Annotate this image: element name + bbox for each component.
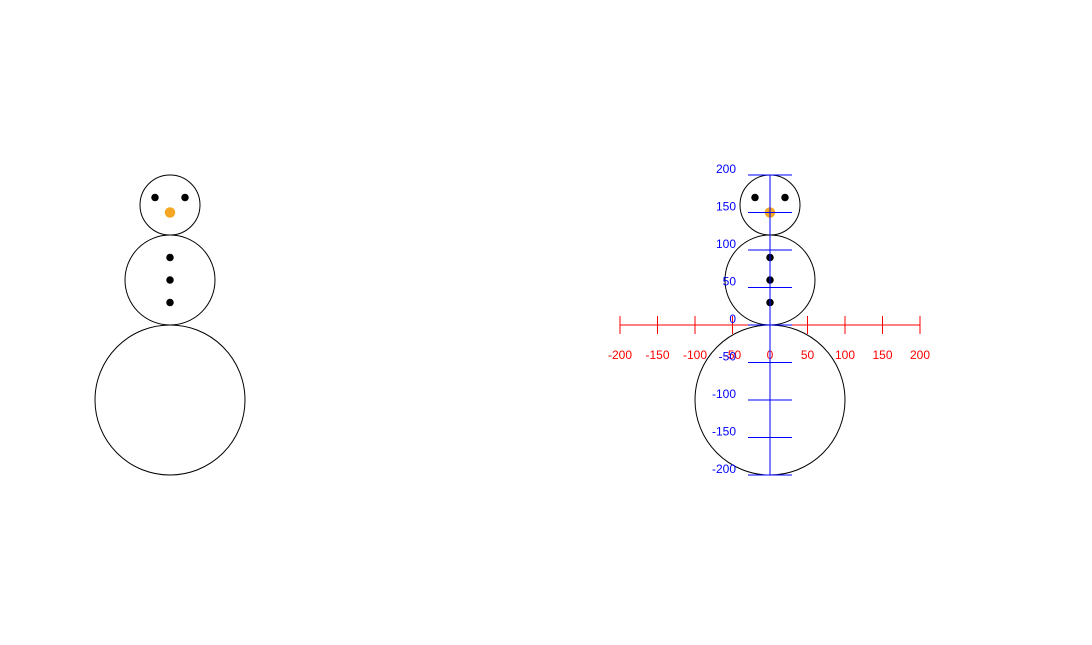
axes-right-eye-dot (781, 193, 789, 202)
x-tick-label: 150 (872, 348, 892, 362)
plain-snowman (94, 174, 246, 476)
y-tick-label: 50 (723, 275, 737, 289)
x-tick-label: 100 (835, 348, 855, 362)
plain-bottom-body-circle (94, 324, 246, 476)
plain-middle-button-dot (166, 276, 174, 284)
plain-left-eye-dot (151, 193, 159, 202)
axes-left-eye-dot (751, 193, 759, 202)
x-tick-label: -100 (683, 348, 707, 362)
plain-nose-dot (164, 207, 176, 218)
snowman-with-axes: -200 -150 -100 -50 0 50 100 150 200 200 150 100 50 0… (608, 162, 930, 476)
x-axis: -200-150-100-50050100150200 (608, 316, 930, 362)
plain-bottom-button-dot (166, 298, 174, 307)
x-tick-label: 50 (801, 348, 815, 362)
plain-right-eye-dot (181, 193, 189, 202)
y-axis: 200 150 100 50 0 -50 -100 -150 -200 (712, 162, 792, 476)
y-tick-label: 100 (716, 237, 736, 251)
y-tick-label: 0 (729, 312, 736, 326)
y-tick-label: -100 (712, 387, 736, 401)
plain-top-button-dot (166, 253, 174, 262)
x-tick-label: -200 (608, 348, 632, 362)
x-tick-label: -50 (724, 348, 742, 362)
y-tick-label: 200 (716, 162, 736, 176)
x-tick-label: 200 (910, 348, 930, 362)
y-tick-label: -200 (712, 462, 736, 476)
y-tick-label: 150 (716, 200, 736, 214)
plain-head-circle (139, 174, 201, 236)
y-tick-label: -150 (712, 425, 736, 439)
x-tick-label: -150 (645, 348, 669, 362)
y-tick-label: -50 (719, 350, 737, 364)
